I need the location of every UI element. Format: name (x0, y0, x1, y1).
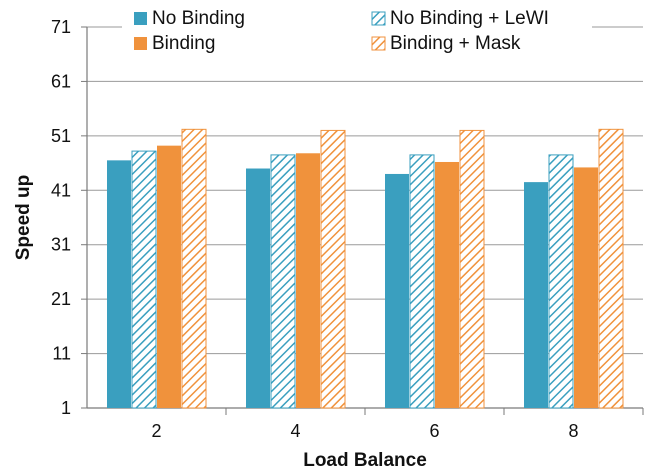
legend-label: No Binding (152, 8, 245, 29)
bar-no-binding-lewi (131, 150, 157, 409)
legend-background (122, 6, 592, 60)
bars (107, 128, 624, 409)
bar-binding (296, 153, 320, 408)
bar-no-binding (246, 168, 270, 408)
legend-label: No Binding + LeWI (390, 8, 549, 29)
bar-no-binding-lewi (409, 154, 435, 409)
y-tick-label: 51 (51, 126, 71, 146)
x-tick-label: 6 (429, 421, 439, 441)
legend-swatch (371, 11, 386, 26)
legend-swatch (134, 12, 147, 25)
y-tick-label: 61 (51, 71, 71, 91)
bar-binding (574, 167, 598, 408)
x-tick-label: 4 (290, 421, 300, 441)
legend-swatch (134, 37, 147, 50)
legend-label: Binding (152, 33, 215, 54)
bar-binding (157, 145, 181, 408)
y-axis-title: Speed up (13, 175, 34, 261)
y-tick-label: 21 (51, 289, 71, 309)
bar-no-binding (524, 182, 548, 408)
bar-binding (435, 161, 459, 408)
legend-swatch (371, 36, 386, 51)
y-tick-label: 31 (51, 235, 71, 255)
bar-no-binding (385, 173, 409, 408)
y-tick-label: 1 (61, 398, 71, 418)
legend-label: Binding + Mask (390, 33, 521, 54)
x-tick-label: 2 (151, 421, 161, 441)
x-tick-label: 8 (568, 421, 578, 441)
bar-binding-mask (598, 128, 624, 409)
bar-binding-mask (181, 128, 207, 409)
bar-no-binding-lewi (270, 154, 296, 409)
y-tick-label: 41 (51, 180, 71, 200)
y-tick-label: 71 (51, 17, 71, 37)
bar-binding-mask (320, 129, 346, 409)
bar-no-binding-lewi (548, 154, 574, 409)
x-axis-title: Load Balance (303, 450, 427, 470)
legend: No Binding No Binding + LeWI Binding Bindin… (122, 6, 592, 60)
bar-binding-mask (459, 129, 485, 409)
y-tick-label: 11 (52, 344, 71, 364)
bar-no-binding (107, 160, 131, 408)
